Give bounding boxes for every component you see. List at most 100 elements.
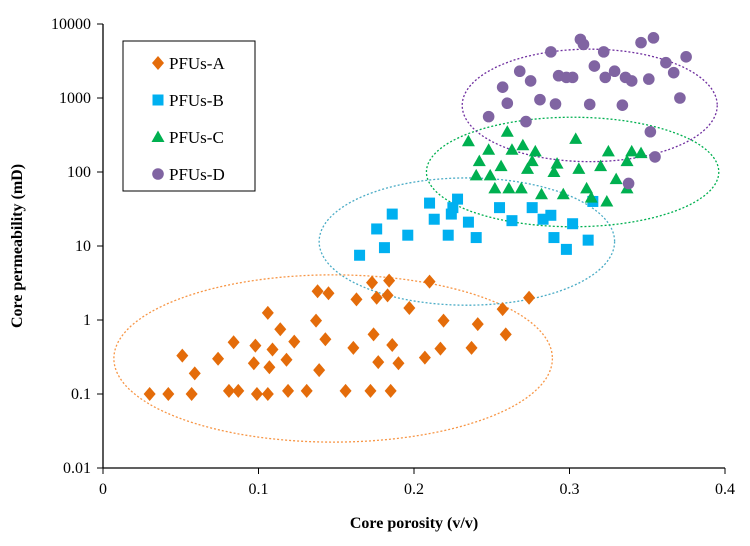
data-point [482, 143, 496, 155]
cluster-ellipse-pfus-c [425, 116, 720, 228]
data-point [582, 234, 594, 246]
data-point [528, 144, 542, 157]
legend-marker [151, 130, 165, 142]
data-point [162, 387, 175, 401]
data-point [545, 209, 557, 221]
data-point [500, 125, 514, 137]
x-tick-label: 0.3 [560, 481, 580, 498]
data-point [313, 363, 326, 378]
data-point [506, 215, 518, 227]
data-point [577, 38, 590, 51]
y-axis-title: Core permeability (mD) [9, 164, 26, 328]
data-point [462, 216, 474, 228]
x-ticks: 0 0.1 0.2 0.3 0.4 [99, 468, 735, 498]
data-point [547, 165, 561, 177]
data-point [371, 223, 383, 235]
data-point [513, 65, 526, 78]
data-point [471, 317, 484, 332]
data-point [644, 125, 657, 138]
y-tick-label: 10000 [51, 16, 91, 33]
y-ticks: 0.01 0.1 1 10 100 1000 10000 [51, 16, 103, 477]
data-point [402, 229, 414, 241]
y-tick-label: 10 [75, 238, 91, 255]
data-point [282, 383, 295, 398]
data-point [494, 159, 508, 172]
data-point [424, 197, 436, 209]
data-point [537, 213, 549, 225]
data-point [366, 275, 379, 290]
y-tick-label: 0.1 [71, 386, 91, 403]
data-point [347, 340, 360, 355]
data-point [482, 110, 495, 123]
data-point [472, 154, 486, 167]
data-point [597, 46, 610, 58]
series-pfus-c [461, 125, 648, 207]
data-point [588, 60, 601, 72]
data-point [594, 159, 608, 172]
cluster-ellipse-pfus-a [113, 274, 554, 443]
data-point [534, 93, 546, 106]
data-point [461, 134, 475, 147]
data-point [222, 383, 235, 398]
data-point [599, 71, 612, 84]
data-point [616, 99, 629, 111]
y-tick-label: 100 [67, 164, 91, 181]
data-point [502, 181, 516, 194]
legend-label: PFUs-A [169, 54, 225, 73]
cluster-ellipse-pfus-d [461, 48, 718, 163]
x-tick-label: 0.4 [715, 481, 735, 498]
data-point [143, 387, 156, 401]
data-point [674, 92, 686, 104]
x-tick-label: 0.2 [404, 481, 424, 498]
data-point [545, 46, 557, 58]
data-point [635, 36, 647, 49]
data-point [601, 144, 615, 157]
data-point [567, 218, 579, 230]
data-point [548, 232, 560, 244]
legend-marker [152, 56, 164, 70]
data-point [322, 286, 335, 301]
series-pfus-d [482, 32, 692, 190]
data-point [580, 181, 594, 194]
y-tick-label: 0.01 [63, 460, 91, 477]
data-point [339, 383, 352, 398]
data-point [549, 98, 562, 110]
data-point [445, 208, 457, 220]
data-point [442, 229, 454, 241]
data-point [447, 202, 459, 214]
data-point [667, 66, 680, 79]
data-point [625, 75, 638, 87]
legend-marker [152, 94, 164, 106]
legend-marker [152, 168, 164, 180]
x-tick-label: 0 [99, 481, 107, 498]
legend-box [122, 40, 256, 192]
data-point [392, 356, 405, 371]
data-point [520, 115, 532, 128]
legend-label: PFUs-C [169, 128, 224, 147]
data-point [643, 73, 655, 85]
data-point [428, 213, 440, 225]
legend: PFUs-A PFUs-B PFUs-C PFUs-D [122, 40, 256, 192]
legend-label: PFUs-B [169, 91, 224, 110]
data-point [634, 146, 648, 159]
data-point [386, 337, 399, 352]
series-pfus-a [143, 273, 536, 401]
cluster-ellipse-pfus-b [318, 177, 616, 306]
data-point [560, 243, 572, 255]
data-point [521, 162, 535, 174]
data-point [367, 327, 380, 342]
data-point [437, 313, 450, 328]
data-point [496, 302, 509, 317]
data-point [372, 355, 385, 370]
data-point [625, 144, 639, 157]
data-point [584, 191, 598, 203]
data-point [188, 366, 201, 381]
data-point [280, 352, 293, 367]
data-point [525, 154, 539, 167]
data-point [452, 193, 464, 205]
data-point [488, 181, 502, 194]
y-tick-label: 1 [83, 312, 91, 329]
data-point [300, 383, 313, 398]
data-point [261, 305, 274, 320]
data-point [514, 181, 528, 194]
